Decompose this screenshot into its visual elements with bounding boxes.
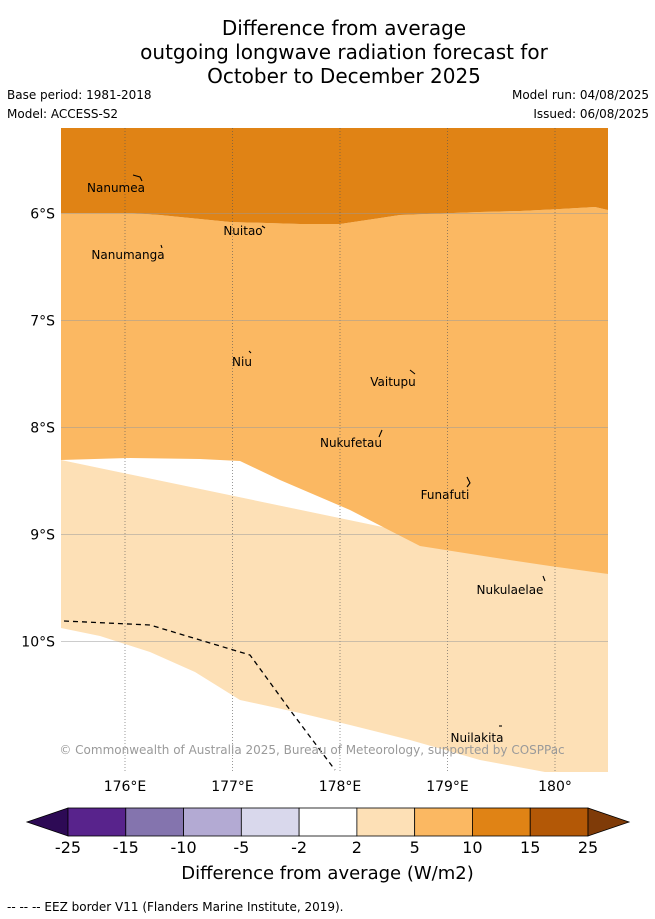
colorbar-segment <box>240 807 300 837</box>
colorbar-segment <box>414 807 473 837</box>
colorbar-segment <box>183 807 242 837</box>
lat-tick-label: 6°S <box>30 207 55 223</box>
model-run: Model run: 04/08/2025 <box>511 88 649 102</box>
colorbar-label: Difference from average (W/m2) <box>181 863 474 884</box>
island-markers <box>132 174 546 727</box>
title-line-3: October to December 2025 <box>207 64 481 88</box>
lon-tick-label: 180° <box>538 779 572 795</box>
eez-border <box>63 620 336 771</box>
colorbar-tick-label: -5 <box>233 838 249 857</box>
eez-footnote: -- -- -- EEZ border V11 (Flanders Marine… <box>7 900 344 914</box>
island-funafuti-marker <box>466 476 471 488</box>
anomaly-fill: Nanumea Nuitao Nanumanga Niu Vaitupu Nukufeta… <box>59 128 608 772</box>
anomaly-band-5-10 <box>61 207 608 574</box>
island-niu-marker <box>248 350 252 354</box>
island-label-nuilakita: Nuilakita <box>451 731 504 745</box>
colorbar-tick-label: -2 <box>291 838 307 857</box>
island-label-nukulaelae: Nukulaelae <box>477 583 544 597</box>
lat-tick-label: 7°S <box>30 314 55 330</box>
colorbar-tick-label: 25 <box>578 838 598 857</box>
island-nanumea-marker <box>132 174 143 182</box>
lat-tick-label: 9°S <box>30 528 55 544</box>
colorbar-segment <box>529 807 589 837</box>
issued-date: Issued: 06/08/2025 <box>533 107 649 121</box>
island-nukufetau-marker <box>378 429 383 438</box>
lon-tick-label: 176°E <box>104 779 147 795</box>
lon-tick-label: 179°E <box>426 779 469 795</box>
colorbar-tick-label: -15 <box>113 838 139 857</box>
island-vaitupu-marker <box>409 369 416 375</box>
colorbar-segment <box>67 807 127 837</box>
island-label-nanumanga: Nanumanga <box>91 248 164 262</box>
colorbar-segment <box>298 807 358 837</box>
island-nuitao-marker <box>261 225 266 229</box>
base-period: Base period: 1981-2018 <box>7 88 152 102</box>
colorbar-extend-low <box>25 807 69 837</box>
island-label-niu: Niu <box>232 355 252 369</box>
colorbar-extend-high <box>587 807 631 837</box>
lat-tick-label: 10°S <box>21 635 55 651</box>
colorbar-tick-label: 5 <box>410 838 420 857</box>
island-labels: Nanumea Nuitao Nanumanga Niu Vaitupu Nukufeta… <box>87 181 543 745</box>
anomaly-band-10-15 <box>61 128 608 224</box>
graticule <box>61 128 608 772</box>
lon-tick-label: 177°E <box>211 779 254 795</box>
colorbar-tick-label: 2 <box>352 838 362 857</box>
island-label-nanumea: Nanumea <box>87 181 145 195</box>
colorbar-tick-label: 15 <box>520 838 540 857</box>
island-label-nuitao: Nuitao <box>223 224 262 238</box>
island-label-nukufetau: Nukufetau <box>320 436 382 450</box>
title-line-2: outgoing longwave radiation forecast for <box>140 40 548 64</box>
map-title: Difference from average outgoing longwav… <box>0 16 655 88</box>
island-label-funafuti: Funafuti <box>421 488 470 502</box>
forecast-map: Nanumea Nuitao Nanumanga Niu Vaitupu Nukufeta… <box>21 128 608 796</box>
colorbar-tick-label: 10 <box>462 838 482 857</box>
island-nanumanga-marker <box>160 244 163 249</box>
colorbar-segment <box>125 807 184 837</box>
colorbar-segment <box>356 807 416 837</box>
tick-labels: 176°E 177°E 178°E 179°E 180° 6°S 7°S 8°S 9°S 10°S <box>21 207 572 796</box>
colorbar-tick-labels: -25 -15 -10 -5 -2 2 5 10 15 25 <box>55 838 598 857</box>
model-name: Model: ACCESS-S2 <box>7 107 119 121</box>
colorbar-tick-label: -25 <box>55 838 81 857</box>
colorbar-tick-label: -10 <box>170 838 196 857</box>
island-nukulaelae-marker <box>542 575 546 582</box>
colorbar-segments <box>25 807 631 837</box>
colorbar-segment <box>472 807 531 837</box>
lon-tick-label: 178°E <box>319 779 362 795</box>
anomaly-band-2-5 <box>61 460 608 772</box>
copyright-notice: © Commonwealth of Australia 2025, Bureau… <box>59 743 564 757</box>
island-label-vaitupu: Vaitupu <box>370 375 416 389</box>
title-line-1: Difference from average <box>221 16 467 40</box>
lat-tick-label: 8°S <box>30 421 55 437</box>
